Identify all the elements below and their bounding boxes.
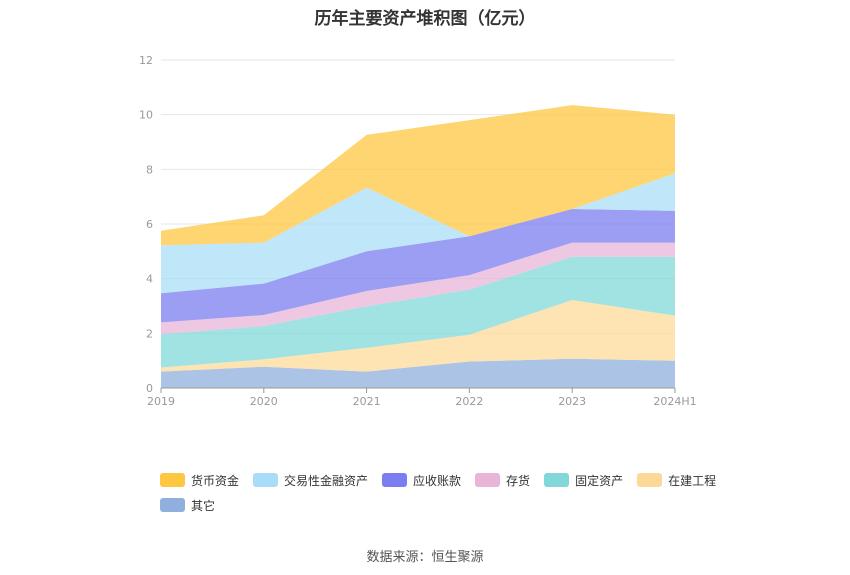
legend-item[interactable]: 交易性金融资产 bbox=[253, 472, 368, 488]
legend-item[interactable]: 存货 bbox=[475, 472, 530, 488]
legend-label: 其它 bbox=[191, 498, 216, 513]
legend-swatch bbox=[160, 473, 185, 487]
legend-label: 交易性金融资产 bbox=[284, 473, 369, 488]
stacked-area-chart: 0 2 4 6 8 10 12 2019 2020 2021 2022 2023 2024H1 bbox=[139, 54, 697, 408]
data-source-note: 数据来源：恒生聚源 bbox=[366, 550, 484, 565]
legend-label: 货币资金 bbox=[191, 473, 240, 488]
legend-item[interactable]: 应收账款 bbox=[382, 472, 461, 488]
area-series-3 bbox=[161, 242, 675, 335]
chart-title: 历年主要资产堆积图（亿元） bbox=[314, 9, 536, 29]
area-series-5 bbox=[161, 173, 675, 294]
area-series-layer bbox=[161, 105, 675, 388]
y-tick-label: 8 bbox=[146, 163, 153, 176]
legend-item[interactable]: 固定资产 bbox=[544, 472, 623, 488]
y-tick-label: 12 bbox=[139, 54, 153, 67]
legend-swatch bbox=[544, 473, 570, 487]
y-tick-label: 0 bbox=[146, 382, 153, 395]
axes: 0 2 4 6 8 10 12 2019 2020 2021 2022 2023 2024H1 bbox=[139, 54, 697, 408]
area-series-0 bbox=[161, 358, 675, 388]
y-tick-label: 4 bbox=[146, 273, 153, 286]
x-tick-label: 2019 bbox=[147, 395, 175, 408]
legend-label: 固定资产 bbox=[575, 473, 624, 488]
area-series-6 bbox=[161, 105, 675, 246]
legend-swatch bbox=[382, 473, 408, 487]
chart-legend: 货币资金 交易性金融资产 应收账款 存货 固定资产 在建工程其它 bbox=[160, 472, 720, 513]
y-tick-label: 10 bbox=[139, 109, 153, 122]
legend-swatch bbox=[253, 473, 279, 487]
y-tick-label: 2 bbox=[146, 327, 153, 340]
x-tick-label: 2024H1 bbox=[653, 395, 696, 408]
x-tick-label: 2022 bbox=[455, 395, 483, 408]
x-tick-label: 2021 bbox=[353, 395, 381, 408]
legend-item[interactable]: 其它 bbox=[160, 497, 215, 513]
x-tick-label: 2023 bbox=[558, 395, 586, 408]
legend-label: 应收账款 bbox=[413, 473, 462, 488]
x-tick-label: 2020 bbox=[250, 395, 278, 408]
area-series-4 bbox=[161, 209, 675, 323]
area-series-2 bbox=[161, 256, 675, 368]
legend-label: 存货 bbox=[506, 473, 531, 488]
legend-item[interactable]: 在建工程 bbox=[637, 472, 716, 488]
y-tick-label: 6 bbox=[146, 218, 153, 231]
legend-label: 在建工程 bbox=[668, 473, 717, 488]
legend-swatch bbox=[160, 498, 185, 512]
legend-swatch bbox=[637, 473, 663, 487]
area-series-1 bbox=[161, 300, 675, 372]
legend-swatch bbox=[475, 473, 501, 487]
legend-item[interactable]: 货币资金 bbox=[160, 472, 239, 488]
